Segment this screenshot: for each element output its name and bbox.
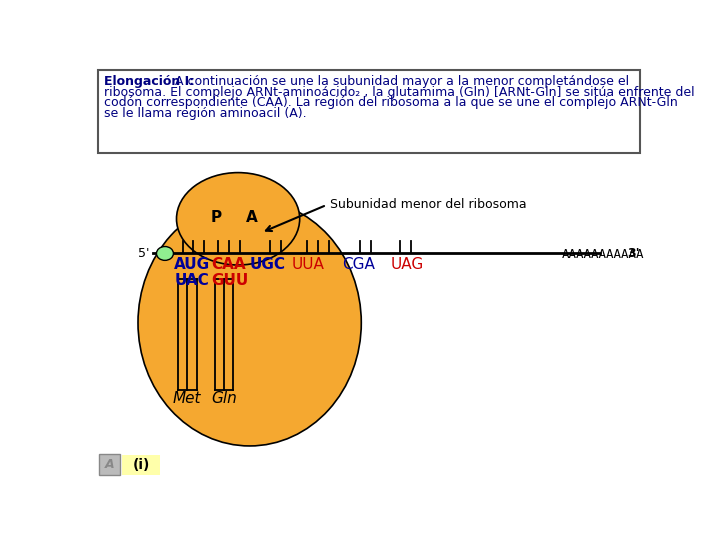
- Ellipse shape: [176, 173, 300, 265]
- Text: CAA: CAA: [211, 257, 246, 272]
- Text: UAC: UAC: [174, 273, 209, 288]
- Text: AAAAAAAAAAA: AAAAAAAAAAA: [562, 248, 644, 261]
- Text: CGA: CGA: [342, 257, 375, 272]
- Text: A: A: [246, 210, 258, 225]
- Text: Subunidad menor del ribosoma: Subunidad menor del ribosoma: [330, 198, 527, 212]
- Text: UUA: UUA: [292, 257, 325, 272]
- Ellipse shape: [156, 247, 174, 260]
- Text: GUU: GUU: [211, 273, 248, 288]
- Text: A: A: [104, 458, 114, 471]
- Text: AUG: AUG: [174, 257, 210, 272]
- Text: A continuación se une la subunidad mayor a la menor completándose el: A continuación se une la subunidad mayor…: [171, 75, 629, 88]
- Text: P: P: [211, 210, 222, 225]
- Text: (i): (i): [132, 458, 150, 472]
- Text: codón correspondiente (CAA). La región del ribosoma a la que se une el complejo : codón correspondiente (CAA). La región d…: [104, 96, 678, 110]
- FancyBboxPatch shape: [98, 70, 640, 153]
- Text: UAG: UAG: [390, 257, 424, 272]
- Text: Met: Met: [173, 392, 202, 406]
- Text: 3': 3': [627, 247, 639, 260]
- FancyBboxPatch shape: [99, 454, 120, 475]
- Text: Elongación I:: Elongación I:: [104, 75, 194, 88]
- Text: 5': 5': [138, 247, 150, 260]
- Text: UGC: UGC: [250, 257, 286, 272]
- Text: Gln: Gln: [212, 392, 237, 406]
- Text: ribosoma. El complejo ARNt-aminoácido₂ , la glutamima (Gln) [ARNt-Gln] se sitúa : ribosoma. El complejo ARNt-aminoácido₂ ,…: [104, 85, 695, 99]
- FancyBboxPatch shape: [122, 455, 161, 475]
- Text: se le llama región aminoacil (A).: se le llama región aminoacil (A).: [104, 107, 307, 120]
- Ellipse shape: [138, 200, 361, 446]
